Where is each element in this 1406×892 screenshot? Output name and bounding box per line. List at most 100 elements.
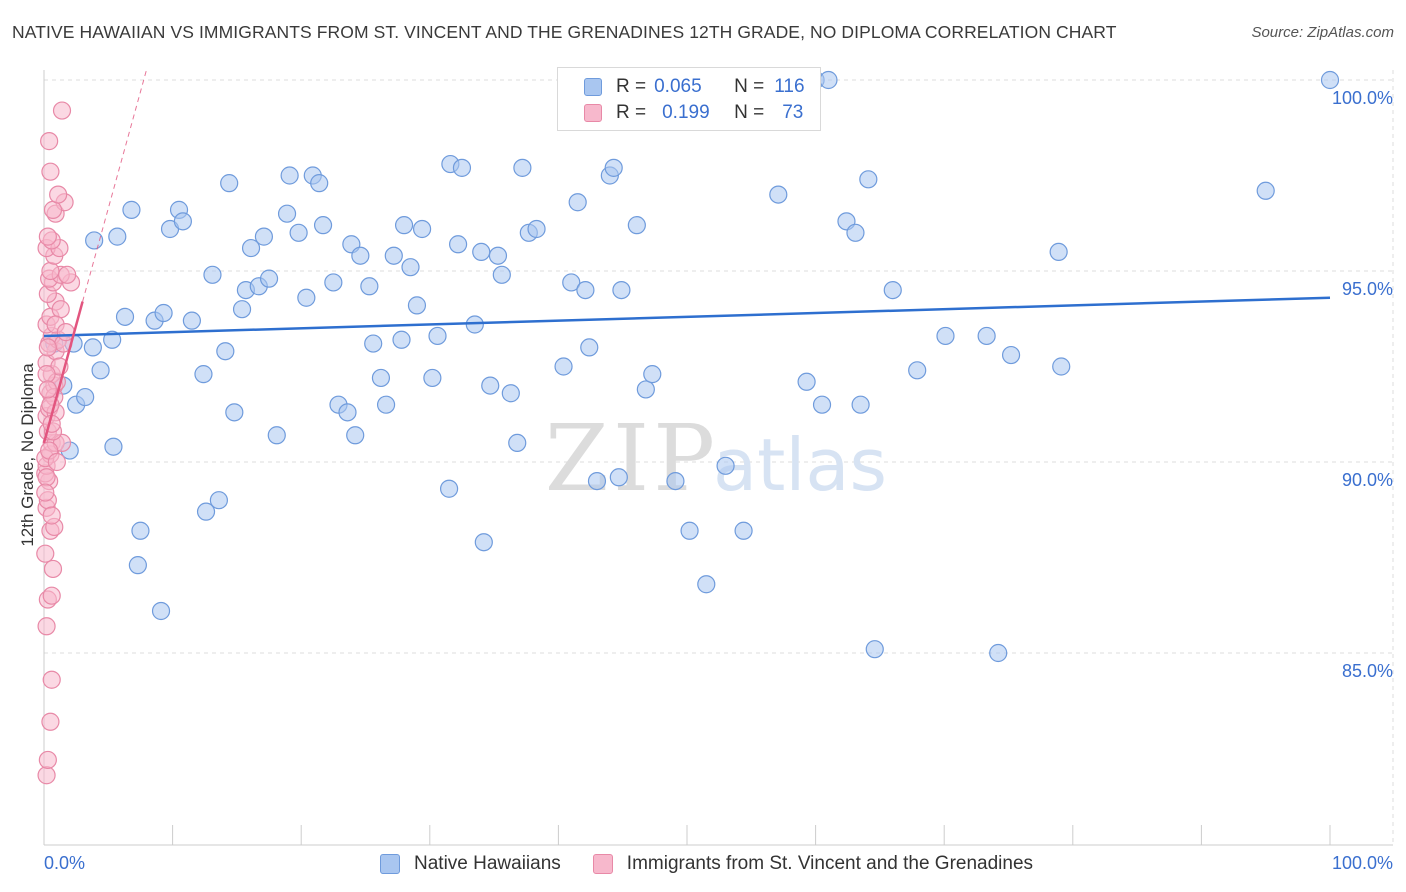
point-native-hawaiian: [115, 307, 135, 326]
point-native-hawaiian: [492, 265, 511, 284]
legend-r-label: R =: [616, 76, 647, 97]
legend-row-native-hawaiians: R = 0.065 N = 116: [584, 75, 805, 99]
point-st-vincent: [51, 300, 70, 319]
legend-n-label: N =: [734, 76, 765, 97]
point-native-hawaiian: [122, 200, 141, 219]
point-native-hawaiian: [280, 166, 299, 185]
point-native-hawaiian: [277, 204, 297, 223]
point-native-hawaiian: [1320, 70, 1340, 90]
point-native-hawaiian: [439, 479, 459, 498]
point-native-hawaiian: [267, 426, 286, 445]
point-native-hawaiian: [351, 246, 370, 265]
point-native-hawaiian: [883, 281, 902, 300]
legend-swatch-pink: [592, 854, 613, 874]
point-native-hawaiian: [1049, 242, 1068, 261]
point-native-hawaiian: [609, 468, 628, 487]
watermark-zip: ZIP: [545, 405, 719, 512]
point-st-vincent: [41, 712, 60, 731]
x-tick-label: 0.0%: [44, 853, 85, 873]
point-native-hawaiian: [977, 326, 996, 346]
point-st-vincent: [47, 452, 66, 472]
legend-label: Immigrants from St. Vincent and the Gren…: [626, 853, 1034, 874]
point-native-hawaiian: [1001, 345, 1021, 365]
point-native-hawaiian: [474, 533, 493, 552]
legend-label: Native Hawaiians: [414, 853, 561, 874]
point-st-vincent: [37, 468, 56, 487]
point-native-hawaiian: [501, 384, 520, 403]
point-st-vincent: [41, 261, 60, 281]
point-st-vincent: [36, 544, 55, 563]
point-native-hawaiian: [85, 231, 104, 250]
legend-swatch-pink: [584, 104, 602, 122]
chart-source: Source: ZipAtlas.com: [1251, 24, 1394, 41]
point-native-hawaiian: [128, 556, 147, 575]
point-native-hawaiian: [697, 575, 716, 594]
point-native-hawaiian: [376, 395, 396, 414]
point-native-hawaiian: [716, 456, 735, 475]
point-native-hawaiian: [428, 326, 447, 346]
point-st-vincent: [42, 670, 61, 689]
y-axis-label: 12th Grade, No Diploma: [18, 363, 37, 547]
point-native-hawaiian: [216, 342, 235, 361]
legend-row-st-vincent: R = 0.199 N = 73: [584, 101, 803, 125]
point-native-hawaiian: [448, 235, 468, 254]
point-native-hawaiian: [680, 521, 699, 540]
point-native-hawaiian: [338, 403, 357, 422]
point-native-hawaiian: [568, 193, 587, 212]
y-tick-label: 85.0%: [1342, 661, 1393, 681]
point-native-hawaiian: [241, 238, 261, 258]
point-native-hawaiian: [819, 70, 838, 90]
point-native-hawaiian: [131, 521, 150, 540]
point-st-vincent: [38, 380, 57, 399]
point-native-hawaiian: [394, 216, 414, 235]
legend-n-value: 116: [774, 76, 805, 97]
point-native-hawaiian: [562, 273, 581, 292]
point-native-hawaiian: [220, 174, 239, 193]
legend-item-native-hawaiians: Native Hawaiians: [380, 853, 561, 875]
point-native-hawaiian: [371, 368, 391, 388]
chart-title: NATIVE HAWAIIAN VS IMMIGRANTS FROM ST. V…: [12, 22, 1117, 42]
point-native-hawaiian: [392, 330, 411, 349]
point-native-hawaiian: [554, 357, 573, 376]
point-st-vincent: [42, 506, 61, 525]
y-tick-label: 95.0%: [1342, 279, 1393, 299]
point-native-hawaiian: [481, 376, 500, 395]
point-st-vincent: [43, 559, 63, 579]
tick-labels: 85.0% 90.0% 95.0% 100.0% 0.0% 100.0%: [44, 88, 1393, 873]
point-native-hawaiian: [423, 368, 442, 388]
point-native-hawaiian: [254, 227, 274, 246]
point-native-hawaiian: [508, 433, 527, 452]
point-st-vincent: [43, 200, 63, 219]
point-native-hawaiian: [452, 158, 472, 177]
point-native-hawaiian: [154, 303, 173, 323]
point-st-vincent: [58, 265, 77, 284]
point-st-vincent: [36, 483, 55, 502]
point-native-hawaiian: [851, 395, 870, 414]
point-st-vincent: [42, 586, 61, 605]
point-native-hawaiian: [412, 219, 432, 239]
legend-swatch-blue: [380, 854, 400, 874]
point-st-vincent: [37, 617, 56, 636]
point-native-hawaiian: [587, 472, 607, 491]
point-native-hawaiian: [103, 330, 122, 349]
point-native-hawaiian: [232, 300, 252, 319]
point-native-hawaiian: [989, 643, 1008, 663]
point-native-hawaiian: [346, 426, 365, 445]
point-native-hawaiian: [182, 311, 201, 330]
point-st-vincent: [37, 766, 56, 785]
point-native-hawaiian: [289, 223, 308, 242]
watermark-atlas: atlas: [713, 423, 887, 507]
point-st-vincent: [38, 227, 57, 246]
point-native-hawaiian: [91, 361, 110, 380]
point-native-hawaiian: [151, 601, 171, 621]
point-native-hawaiian: [865, 640, 884, 659]
legend-n-label: N =: [734, 102, 765, 123]
point-native-hawaiian: [513, 158, 532, 177]
point-st-vincent: [49, 185, 68, 204]
point-native-hawaiian: [173, 212, 192, 231]
point-native-hawaiian: [196, 502, 216, 521]
point-st-vincent: [37, 365, 56, 384]
point-native-hawaiian: [1052, 357, 1071, 376]
trend-line-st-vincent: [42, 301, 84, 444]
